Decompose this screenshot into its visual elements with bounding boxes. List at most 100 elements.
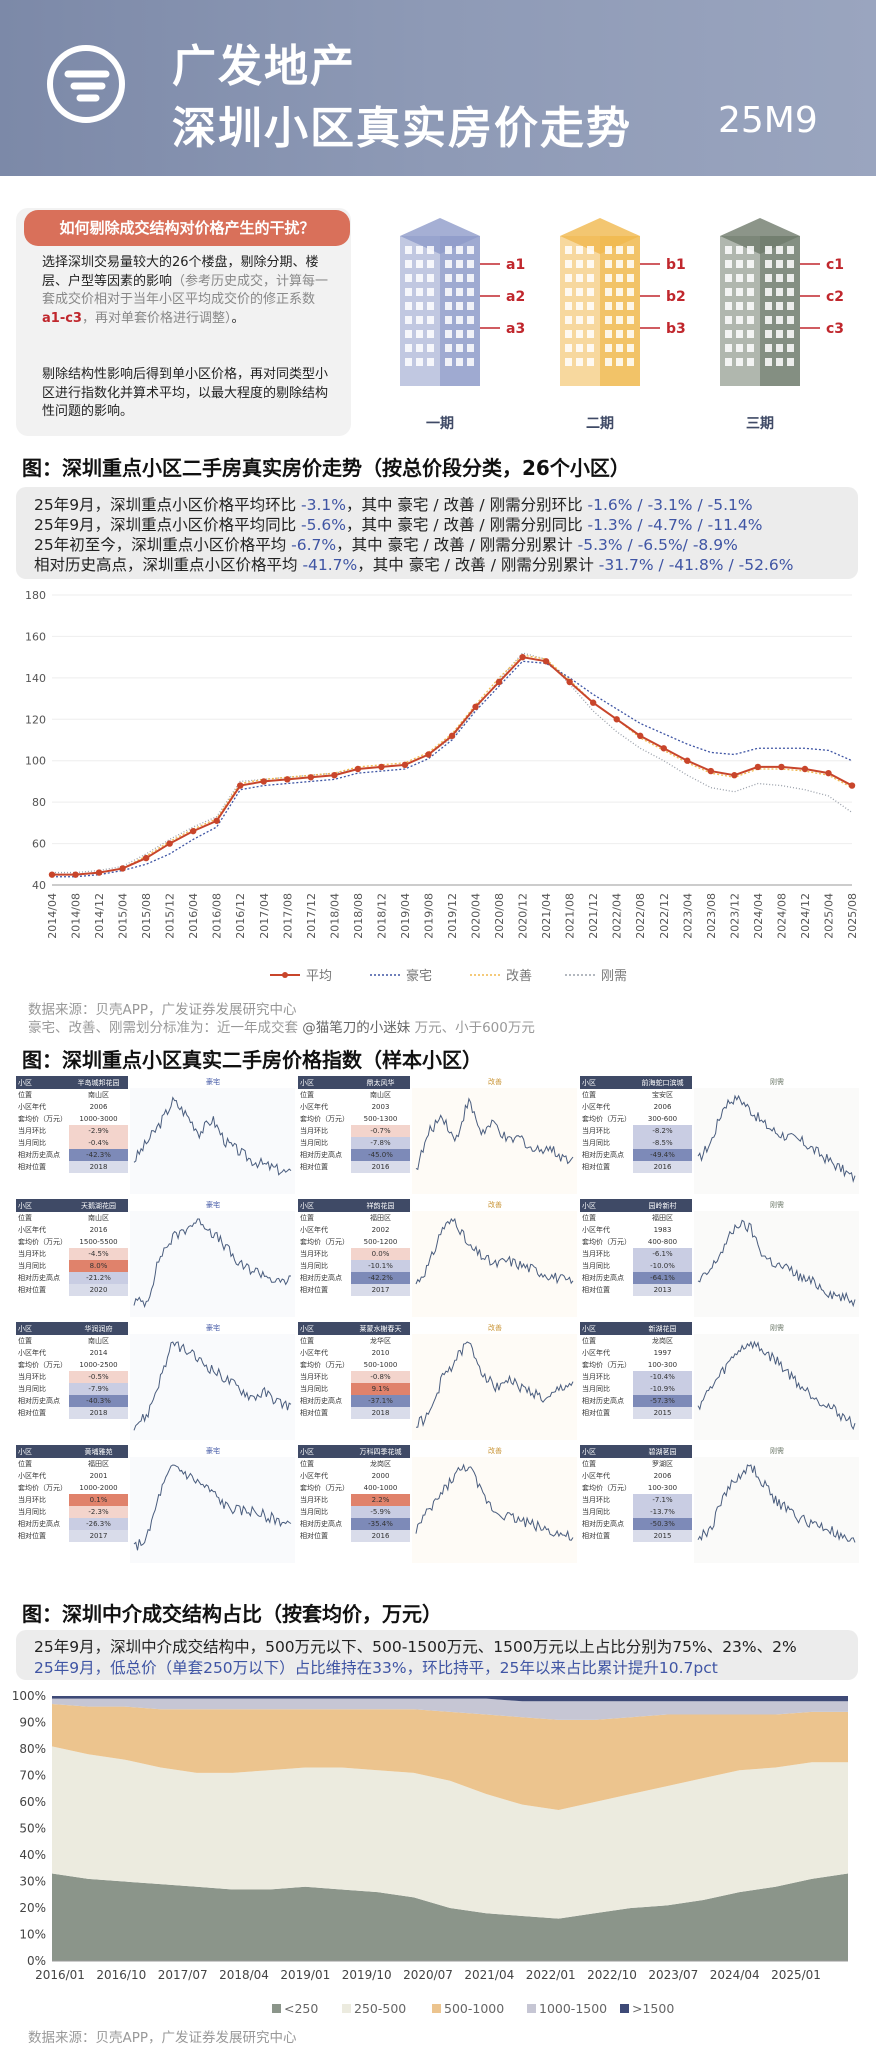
tile-value: 2006 bbox=[653, 1103, 672, 1111]
avg-point bbox=[589, 699, 597, 706]
tile-value: 1500-5500 bbox=[79, 1238, 118, 1246]
tile-value: -57.3% bbox=[633, 1395, 692, 1407]
tile-value: -10.1% bbox=[351, 1260, 410, 1272]
x-tick-label: 2016/12 bbox=[234, 893, 247, 939]
tile-value: 9.1% bbox=[351, 1383, 410, 1395]
sample-tile: 小区 半岛城邦花园 位置 南山区 小区年代 2006 套均价（万元） 1000-3000 当月环… bbox=[16, 1076, 297, 1198]
y-tick-label: 60 bbox=[32, 838, 46, 851]
tile-value: 2014 bbox=[89, 1349, 108, 1357]
legend-item: 刚需 bbox=[565, 969, 627, 984]
y-tick-label: 100% bbox=[12, 1689, 46, 1703]
tile-sparkline bbox=[133, 1341, 292, 1431]
building-3: c1 c2 c3 三期 bbox=[720, 218, 844, 432]
tile-sparkline bbox=[697, 1340, 856, 1431]
tile-value: 2016 bbox=[351, 1161, 410, 1173]
tile-category: 刚需 bbox=[770, 1446, 784, 1456]
building-1: a1 a2 a3 一期 bbox=[400, 218, 525, 432]
avg-point bbox=[801, 765, 809, 773]
tile-value: -40.3% bbox=[69, 1395, 128, 1407]
tile-value: 2.2% bbox=[351, 1494, 410, 1506]
tile-value: 1000-2000 bbox=[79, 1484, 118, 1492]
x-tick-label: 2019/08 bbox=[422, 893, 435, 939]
area-band-0 bbox=[52, 1873, 848, 1961]
tile-value: 100-300 bbox=[647, 1361, 678, 1369]
tile-value: -10.9% bbox=[633, 1383, 692, 1395]
svg-text:豪宅: 豪宅 bbox=[406, 968, 432, 984]
avg-point bbox=[472, 703, 479, 711]
tile-name: 碧湖茗园 bbox=[633, 1445, 692, 1458]
x-tick-label: 2014/08 bbox=[70, 893, 83, 939]
x-tick-label: 2023/04 bbox=[681, 893, 694, 939]
section1-stat-line: 25年9月，深圳重点小区价格平均环比 -3.1%，其中 豪宅 / 改善 / 刚需… bbox=[34, 496, 753, 514]
tile-value: 2006 bbox=[89, 1103, 108, 1111]
x-tick-label: 2016/01 bbox=[35, 1968, 85, 1982]
section1-stat-line: 25年初至今，深圳重点小区价格平均 -6.7%，其中 豪宅 / 改善 / 刚需分… bbox=[34, 536, 738, 554]
section1-title: 图：深圳重点小区二手房真实房价走势（按总价段分类，26个小区） bbox=[22, 456, 630, 480]
x-tick-label: 2015/08 bbox=[140, 893, 153, 939]
price-trend-chart: 40 60 80 100 120 140 160 180 2014/04 2014/08 2014/… bbox=[25, 589, 859, 984]
explain-paragraph-1: 选择深圳交易量较大的26个楼盘，剔除分期、楼层、户型等因素的影响（参考历史成交，… bbox=[42, 255, 329, 326]
avg-point bbox=[142, 854, 150, 862]
tile-name: 黄埔雅苑 bbox=[69, 1445, 128, 1458]
area-band-4 bbox=[52, 1696, 848, 1702]
tile-category: 刚需 bbox=[770, 1323, 784, 1333]
watermark: @猫笔刀的小迷妹 bbox=[302, 1020, 411, 1036]
tile-value: -49.4% bbox=[633, 1149, 692, 1161]
x-tick-label: 2021/04 bbox=[540, 893, 553, 939]
svg-text:<250: <250 bbox=[284, 2001, 318, 2016]
tile-category: 改善 bbox=[488, 1077, 502, 1087]
tile-value: 2000 bbox=[371, 1472, 390, 1480]
x-tick-label: 2024/04 bbox=[752, 893, 765, 939]
x-tick-label: 2023/07 bbox=[648, 1968, 698, 1982]
tile-value: 2018 bbox=[351, 1407, 410, 1419]
avg-point bbox=[566, 678, 573, 686]
tile-value: 1983 bbox=[653, 1226, 672, 1234]
x-tick-label: 2017/04 bbox=[258, 893, 271, 939]
avg-point bbox=[354, 765, 362, 773]
tile-value: 南山区 bbox=[88, 1091, 109, 1099]
tile-name: 新湖花园 bbox=[633, 1322, 692, 1335]
explain-paragraph-2: 剔除结构性影响后得到单小区价格，再对同类型小区进行指数化并算术平均，以最大程度的… bbox=[42, 367, 329, 419]
section2-title: 图：深圳重点小区真实二手房价格指数（样本小区） bbox=[22, 1048, 482, 1072]
sample-tile: 小区 天鹅湖花园 位置 南山区 小区年代 2016 套均价（万元） 1500-5500 当月环比… bbox=[16, 1199, 297, 1321]
tile-sparkline bbox=[415, 1341, 574, 1428]
avg-point bbox=[825, 769, 832, 777]
tile-value: 宝安区 bbox=[652, 1091, 673, 1099]
avg-point bbox=[848, 782, 856, 789]
area-band-2 bbox=[52, 1703, 848, 1810]
title-line2: 深圳小区真实房价走势 bbox=[172, 103, 632, 154]
x-tick-label: 2018/12 bbox=[375, 893, 388, 939]
legend-item: 500-1000 bbox=[432, 2001, 504, 2016]
x-tick-label: 2020/04 bbox=[470, 893, 483, 939]
avg-point bbox=[307, 774, 315, 781]
tile-value: 南山区 bbox=[88, 1214, 109, 1222]
x-tick-label: 2017/12 bbox=[305, 893, 318, 939]
sample-tile: 小区 莱蒙水榭春天 位置 龙华区 小区年代 2010 套均价（万元） 500-1000 当月环比… bbox=[298, 1322, 579, 1444]
avg-point bbox=[119, 865, 126, 872]
avg-point bbox=[95, 869, 103, 876]
svg-text:刚需: 刚需 bbox=[601, 969, 627, 984]
tile-value: -7.9% bbox=[69, 1383, 128, 1395]
avg-point bbox=[425, 751, 432, 758]
x-tick-label: 2022/10 bbox=[587, 1968, 637, 1982]
tile-sparkline bbox=[697, 1464, 856, 1543]
avg-point bbox=[542, 658, 550, 665]
x-tick-label: 2021/12 bbox=[587, 893, 600, 939]
building-label: c3 bbox=[826, 321, 844, 337]
svg-text:1000-1500: 1000-1500 bbox=[539, 2001, 607, 2016]
tile-value: -2.9% bbox=[69, 1125, 128, 1137]
x-tick-label: 2024/04 bbox=[710, 1968, 760, 1982]
tile-value: 2001 bbox=[89, 1472, 108, 1480]
tile-value: -0.8% bbox=[351, 1371, 410, 1383]
avg-point bbox=[778, 763, 785, 771]
tile-category: 改善 bbox=[488, 1446, 502, 1456]
avg-point bbox=[684, 757, 691, 764]
building-name: 一期 bbox=[426, 416, 454, 432]
x-tick-label: 2024/08 bbox=[775, 893, 788, 939]
tile-value: 400-800 bbox=[647, 1238, 678, 1246]
x-tick-label: 2022/08 bbox=[634, 893, 647, 939]
x-tick-label: 2014/04 bbox=[46, 893, 59, 939]
source-2: 豪宅、改善、刚需划分标准为：近一年成交套 @猫笔刀的小迷妹 万元、小于600万元 bbox=[28, 1020, 535, 1036]
section1-stats-box bbox=[16, 487, 858, 579]
tile-value: 2016 bbox=[89, 1226, 108, 1234]
